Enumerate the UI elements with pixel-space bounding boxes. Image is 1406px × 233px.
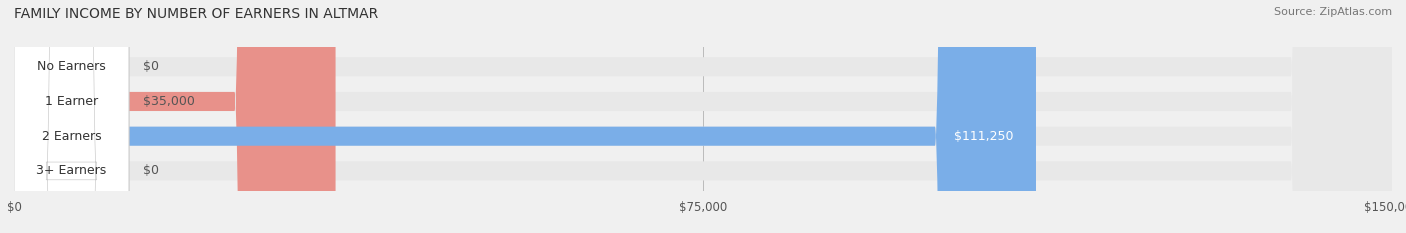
FancyBboxPatch shape (14, 0, 1392, 233)
FancyBboxPatch shape (14, 0, 1036, 233)
Text: Source: ZipAtlas.com: Source: ZipAtlas.com (1274, 7, 1392, 17)
Text: $0: $0 (142, 164, 159, 177)
FancyBboxPatch shape (14, 0, 129, 233)
Text: 1 Earner: 1 Earner (45, 95, 98, 108)
Text: $111,250: $111,250 (953, 130, 1012, 143)
FancyBboxPatch shape (14, 0, 118, 233)
Text: $0: $0 (142, 60, 159, 73)
FancyBboxPatch shape (14, 0, 129, 233)
Text: $35,000: $35,000 (142, 95, 194, 108)
FancyBboxPatch shape (14, 0, 336, 233)
Text: FAMILY INCOME BY NUMBER OF EARNERS IN ALTMAR: FAMILY INCOME BY NUMBER OF EARNERS IN AL… (14, 7, 378, 21)
FancyBboxPatch shape (14, 0, 118, 233)
FancyBboxPatch shape (14, 0, 1392, 233)
Text: 2 Earners: 2 Earners (42, 130, 101, 143)
FancyBboxPatch shape (14, 0, 1392, 233)
FancyBboxPatch shape (14, 0, 129, 233)
FancyBboxPatch shape (14, 0, 129, 233)
FancyBboxPatch shape (14, 0, 1392, 233)
Text: 3+ Earners: 3+ Earners (37, 164, 107, 177)
Text: No Earners: No Earners (37, 60, 105, 73)
